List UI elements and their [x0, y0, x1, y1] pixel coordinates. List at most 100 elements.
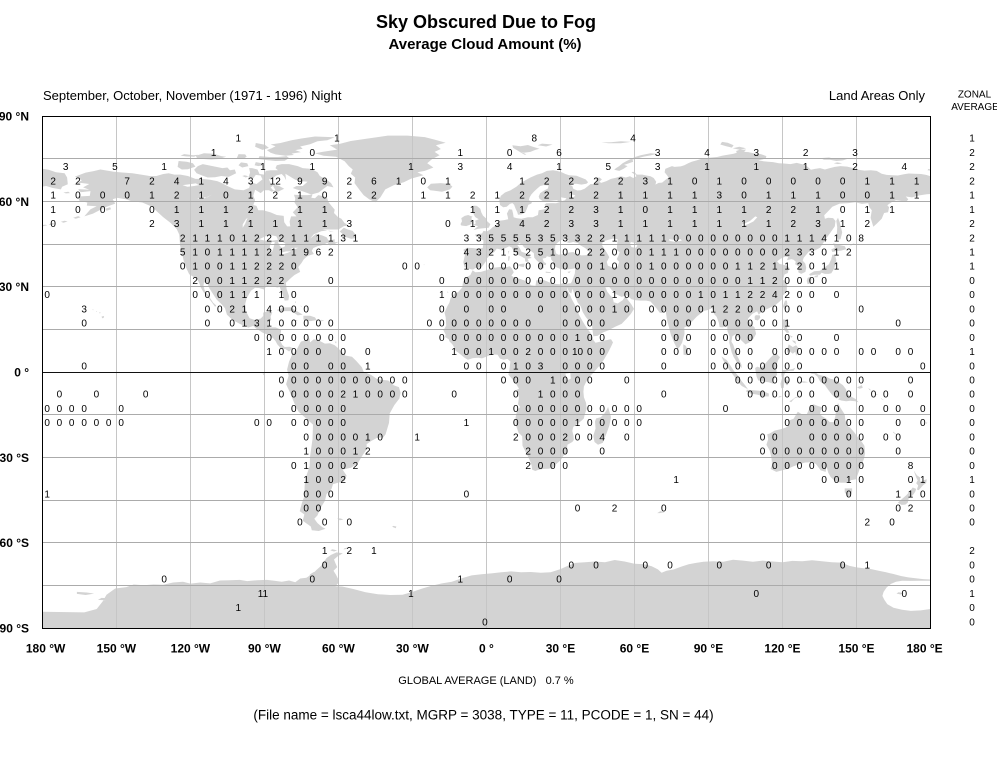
svg-text:0: 0 — [587, 376, 593, 387]
svg-text:0: 0 — [821, 447, 827, 458]
svg-text:0: 0 — [587, 333, 593, 344]
svg-text:0: 0 — [303, 489, 309, 500]
svg-text:2: 2 — [803, 148, 809, 159]
svg-text:4: 4 — [599, 432, 605, 443]
svg-text:0: 0 — [624, 290, 630, 301]
svg-text:0: 0 — [562, 290, 568, 301]
svg-text:0: 0 — [698, 276, 704, 287]
svg-text:0: 0 — [797, 447, 803, 458]
svg-text:3: 3 — [643, 176, 649, 187]
svg-text:1: 1 — [661, 233, 667, 244]
svg-text:0: 0 — [297, 518, 303, 529]
svg-text:0: 0 — [920, 489, 926, 500]
svg-text:0: 0 — [908, 347, 914, 358]
svg-text:1: 1 — [550, 376, 556, 387]
svg-text:0: 0 — [717, 560, 723, 571]
svg-text:0: 0 — [303, 390, 309, 401]
svg-text:1: 1 — [303, 233, 309, 244]
svg-text:2: 2 — [75, 176, 81, 187]
svg-text:0: 0 — [723, 361, 729, 372]
svg-text:1: 1 — [303, 447, 309, 458]
svg-text:0: 0 — [205, 248, 211, 259]
svg-text:1: 1 — [217, 233, 223, 244]
svg-text:0: 0 — [124, 191, 130, 202]
svg-text:1: 1 — [969, 191, 975, 202]
svg-text:0: 0 — [427, 319, 433, 330]
svg-text:4: 4 — [821, 233, 827, 244]
svg-text:0: 0 — [735, 376, 741, 387]
svg-text:2: 2 — [735, 304, 741, 315]
svg-text:4: 4 — [507, 162, 513, 173]
svg-text:0: 0 — [118, 418, 124, 429]
svg-text:0: 0 — [445, 219, 451, 230]
svg-text:90 °W: 90 °W — [248, 642, 281, 656]
svg-text:60 °W: 60 °W — [322, 642, 355, 656]
svg-text:1: 1 — [229, 262, 235, 273]
svg-text:2: 2 — [254, 233, 260, 244]
svg-text:0: 0 — [686, 262, 692, 273]
svg-text:2: 2 — [371, 191, 377, 202]
svg-text:0: 0 — [821, 461, 827, 472]
svg-text:0: 0 — [291, 290, 297, 301]
svg-text:0: 0 — [710, 347, 716, 358]
svg-text:0: 0 — [834, 418, 840, 429]
svg-text:0: 0 — [920, 361, 926, 372]
svg-text:0: 0 — [661, 361, 667, 372]
svg-text:0: 0 — [340, 432, 346, 443]
svg-text:60 °S: 60 °S — [0, 536, 29, 550]
svg-text:0: 0 — [556, 575, 562, 586]
svg-text:0: 0 — [723, 333, 729, 344]
svg-text:0: 0 — [661, 276, 667, 287]
svg-text:0: 0 — [464, 304, 470, 315]
svg-text:2: 2 — [347, 191, 353, 202]
svg-text:0: 0 — [488, 304, 494, 315]
svg-text:0: 0 — [784, 376, 790, 387]
svg-text:0: 0 — [661, 333, 667, 344]
svg-text:3: 3 — [538, 361, 544, 372]
svg-text:0: 0 — [784, 361, 790, 372]
svg-text:1: 1 — [612, 290, 618, 301]
svg-text:0: 0 — [538, 404, 544, 415]
svg-text:0: 0 — [772, 461, 778, 472]
svg-text:0: 0 — [451, 319, 457, 330]
svg-text:1: 1 — [599, 262, 605, 273]
svg-text:0: 0 — [673, 347, 679, 358]
svg-text:10: 10 — [572, 347, 584, 358]
svg-text:0: 0 — [735, 319, 741, 330]
svg-text:0: 0 — [365, 390, 371, 401]
svg-text:0: 0 — [834, 376, 840, 387]
svg-text:5: 5 — [525, 233, 531, 244]
svg-text:0: 0 — [340, 447, 346, 458]
svg-text:0: 0 — [310, 148, 316, 159]
svg-text:September, October, November (: September, October, November (1971 - 199… — [43, 88, 342, 103]
svg-text:2: 2 — [969, 546, 975, 557]
svg-text:0: 0 — [291, 361, 297, 372]
svg-text:0: 0 — [741, 191, 747, 202]
svg-text:0: 0 — [482, 617, 488, 628]
svg-text:2: 2 — [969, 162, 975, 173]
svg-text:1: 1 — [421, 191, 427, 202]
svg-text:1: 1 — [236, 134, 242, 145]
svg-text:0: 0 — [858, 418, 864, 429]
svg-text:4: 4 — [223, 176, 229, 187]
svg-text:2: 2 — [969, 233, 975, 244]
svg-text:0: 0 — [809, 390, 815, 401]
svg-text:0: 0 — [550, 418, 556, 429]
svg-text:150 °W: 150 °W — [97, 642, 137, 656]
svg-text:0: 0 — [883, 404, 889, 415]
svg-text:1: 1 — [667, 219, 673, 230]
svg-text:0: 0 — [291, 390, 297, 401]
svg-text:1: 1 — [834, 233, 840, 244]
svg-text:2: 2 — [488, 248, 494, 259]
svg-text:0: 0 — [784, 418, 790, 429]
svg-text:0: 0 — [797, 461, 803, 472]
svg-text:1: 1 — [458, 575, 464, 586]
svg-text:0: 0 — [865, 191, 871, 202]
svg-text:1: 1 — [229, 290, 235, 301]
svg-text:0: 0 — [599, 290, 605, 301]
svg-text:1: 1 — [470, 219, 476, 230]
svg-text:0: 0 — [513, 290, 519, 301]
svg-text:1: 1 — [643, 191, 649, 202]
svg-text:Land Areas Only: Land Areas Only — [829, 88, 926, 103]
svg-text:0: 0 — [760, 233, 766, 244]
